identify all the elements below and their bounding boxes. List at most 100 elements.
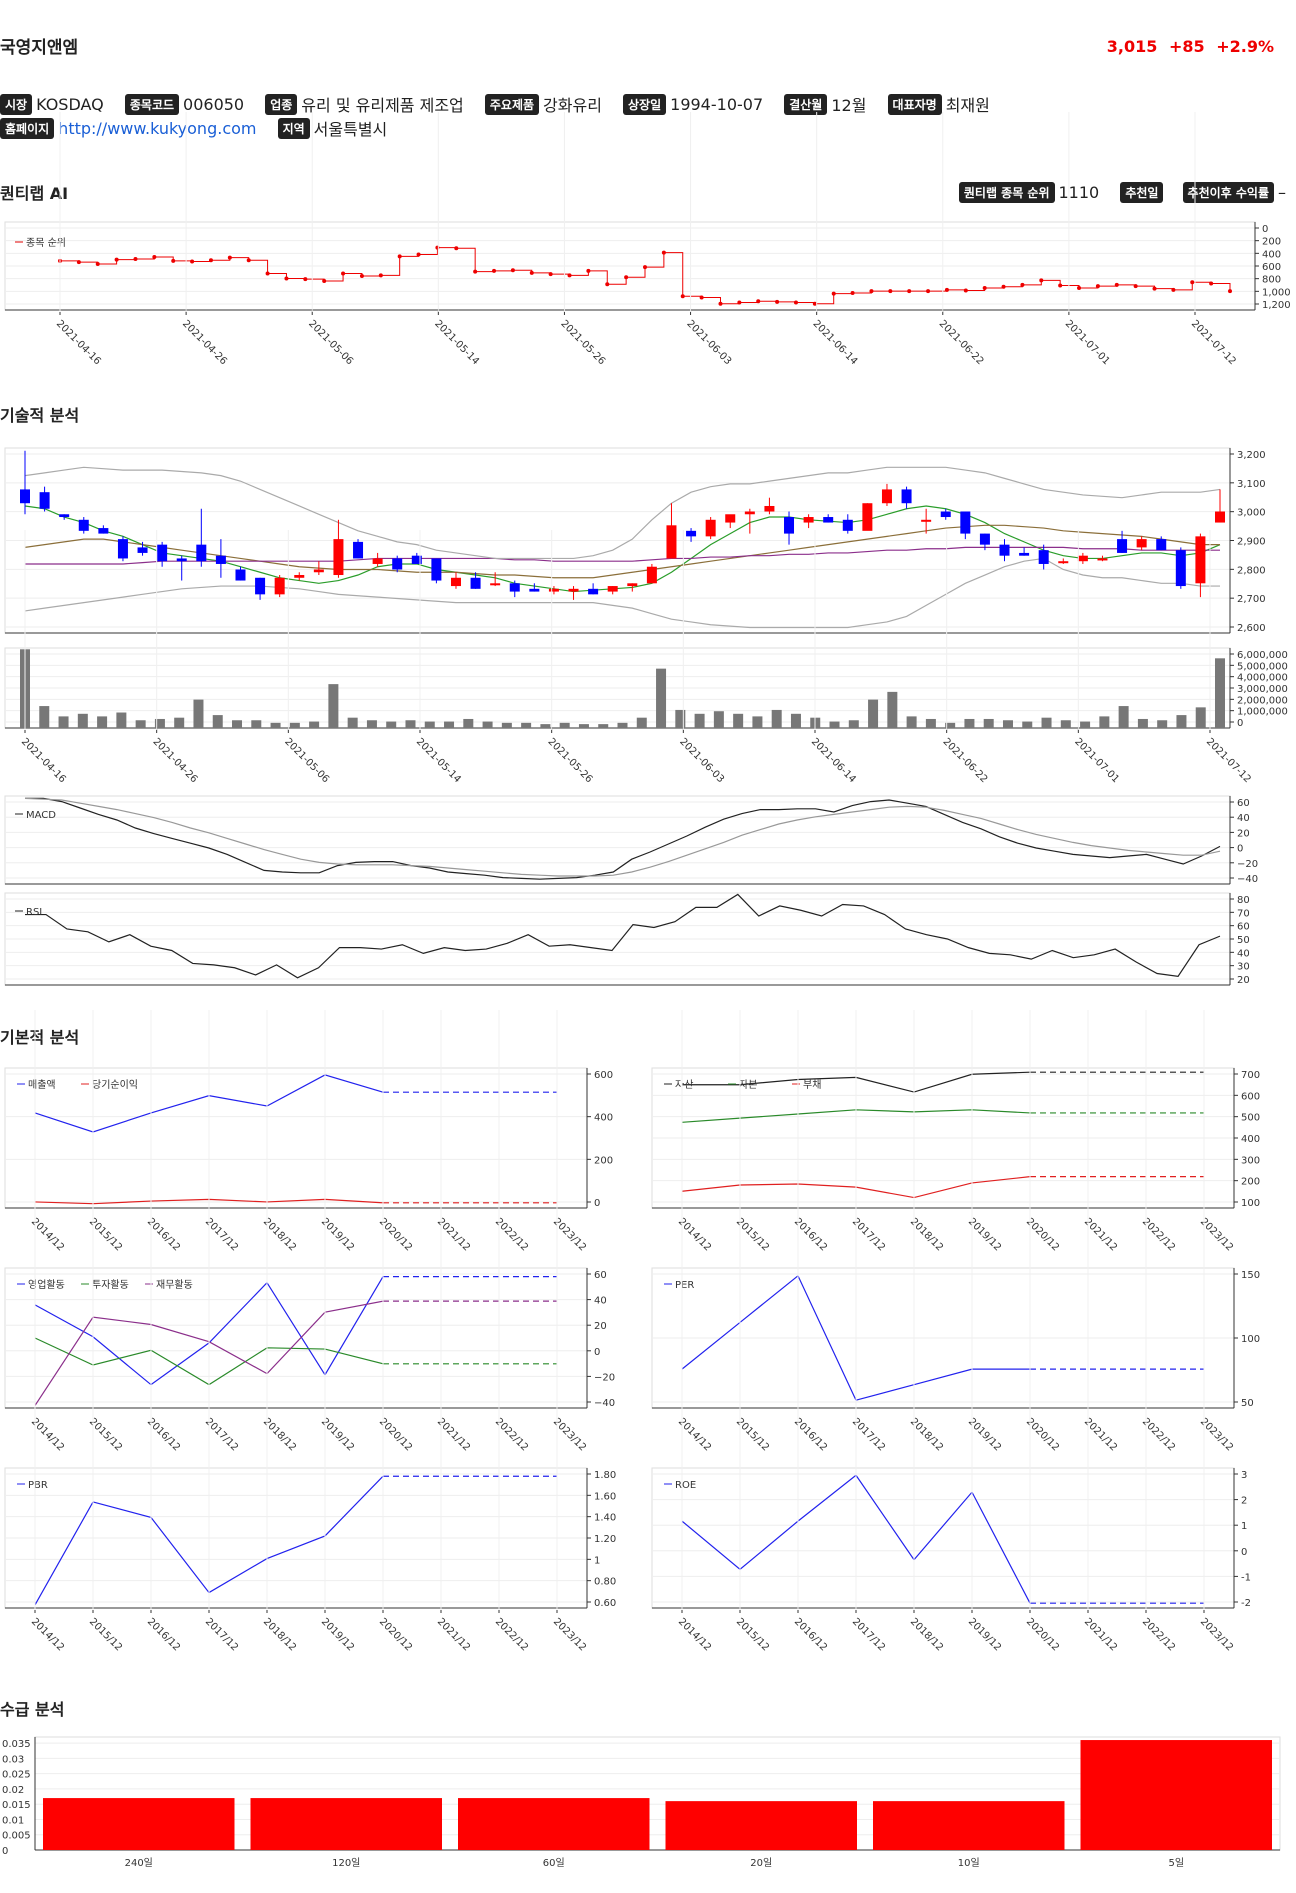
candle-body (1195, 536, 1206, 584)
x-tick-label: 2023/12 (551, 1216, 588, 1253)
candle-body (1019, 552, 1030, 556)
x-tick-label: 2021-06-14 (811, 318, 860, 367)
homepage-link[interactable]: http://www.kukyong.com (58, 118, 257, 138)
x-tick-label: 2014/12 (676, 1616, 713, 1653)
x-tick-label: 240일 (125, 1857, 153, 1869)
candle-body (176, 558, 187, 562)
y-tick-label: 1,200 (1262, 300, 1291, 311)
x-tick-label: 2015/12 (87, 1416, 124, 1453)
y-tick-label: 30 (1237, 962, 1250, 973)
section-supply-title: 수급 분석 (0, 1700, 65, 1719)
x-tick-label: 2019/12 (319, 1216, 356, 1253)
volume-bar (366, 720, 377, 728)
product-value: 강화유리 (543, 96, 602, 115)
volume-bar (116, 712, 127, 728)
candle-body (842, 519, 853, 531)
legend-label: ROE (675, 1480, 696, 1491)
volume-bar (39, 706, 50, 728)
roe-chart: 3 2 1 0 -1 -2 ROE 2014/12 2015/12 2016/12 2017/12 2… (651, 1410, 1251, 1653)
y-tick-label: 60 (1237, 798, 1250, 809)
y-tick-label: -2 (1241, 1598, 1251, 1609)
volume-bar (733, 713, 744, 728)
region-label: 지역 (277, 117, 310, 139)
y-tick-label: 400 (1262, 249, 1281, 260)
x-tick-label: 2022/12 (1140, 1216, 1177, 1253)
y-tick-label: 0.035 (2, 1739, 31, 1750)
x-tick-label: 2021-07-12 (1204, 736, 1253, 785)
x-tick-label: 2023/12 (1198, 1616, 1235, 1653)
plot-area (4, 795, 1231, 885)
y-tick-label: 0 (1241, 1547, 1247, 1558)
candle-body (784, 517, 795, 534)
x-tick-label: 2016/12 (145, 1416, 182, 1453)
y-tick-label: 0.015 (2, 1800, 31, 1811)
volume-bar (848, 720, 859, 728)
supply-bar (43, 1798, 235, 1850)
candle-body (881, 489, 892, 504)
y-tick-label: 0.03 (2, 1754, 24, 1765)
volume-bar (1176, 715, 1187, 728)
x-tick-label: 2014/12 (676, 1216, 713, 1253)
candle-body (137, 547, 148, 553)
volume-chart: 6,000,0005,000,0004,000,0003,000,0002,00… (4, 530, 1288, 785)
x-tick-label: 2021/12 (435, 1216, 472, 1253)
volume-bar (270, 722, 281, 728)
volume-bar (77, 713, 88, 728)
legend-label: 재무활동 (156, 1278, 193, 1291)
x-tick-label: 2018/12 (908, 1416, 945, 1453)
candle-body (686, 530, 697, 537)
supply-chart: 0.035 0.03 0.025 0.02 0.015 0.01 0.005 0 240일 120… (2, 1736, 1281, 1869)
candle-body (157, 544, 168, 562)
x-tick-label: 2020/12 (377, 1416, 414, 1453)
candle-body (960, 511, 971, 534)
company-name: 국영지앤엠 (0, 38, 79, 58)
candle-body (98, 528, 109, 534)
volume-bar (675, 709, 686, 728)
candle-body (627, 583, 638, 587)
volume-bar (463, 718, 474, 728)
candle-body (1097, 558, 1108, 561)
candle-body (1136, 539, 1147, 548)
y-tick-label: 0 (594, 1198, 600, 1209)
volume-bar (598, 724, 609, 728)
homepage-label: 홈페이지 (0, 117, 55, 139)
y-tick-label: 1.80 (594, 1470, 616, 1481)
fiscal-label: 결산월 (784, 93, 828, 115)
volume-bar (694, 713, 705, 728)
y-tick-label: 0 (1237, 718, 1243, 729)
y-tick-label: 700 (1241, 1070, 1260, 1081)
candle-body (1058, 561, 1069, 564)
sales-chart: 600 400 200 0 매출액 당기순이익 2014/12 2015/12 2016/12 2… (4, 1010, 613, 1253)
candle-body (372, 558, 383, 564)
x-tick-label: 2019/12 (966, 1416, 1003, 1453)
y-tick-label: 3,000 (1237, 508, 1266, 519)
x-tick-label: 2022/12 (1140, 1616, 1177, 1653)
y-tick-label: −20 (594, 1372, 615, 1383)
x-tick-label: 2023/12 (551, 1616, 588, 1653)
return-label: 추천이후 수익률 (1182, 182, 1274, 203)
price-change: +85 (1168, 37, 1205, 56)
volume-bar (1022, 721, 1033, 728)
y-tick-label: 2,800 (1237, 565, 1266, 576)
rank-line (60, 247, 1231, 305)
supply-bar (665, 1801, 857, 1850)
candle-body (450, 577, 461, 587)
x-tick-label: 2016/12 (145, 1216, 182, 1253)
y-tick-label: 400 (1241, 1134, 1260, 1145)
legend-label: 매출액 (28, 1079, 56, 1091)
x-tick-label: 2015/12 (734, 1616, 771, 1653)
product-label: 주요제품 (484, 93, 540, 115)
volume-bar (752, 716, 763, 728)
volume-bar (578, 724, 589, 728)
x-tick-label: 2015/12 (87, 1216, 124, 1253)
y-tick-label: 1,000,000 (1237, 707, 1288, 718)
legend-label: 자산 (675, 1079, 693, 1091)
volume-bar (1215, 658, 1225, 728)
y-tick-label: 100 (1241, 1334, 1260, 1345)
x-tick-label: 2021/12 (435, 1616, 472, 1653)
volume-bar (1195, 707, 1206, 728)
y-tick-label: 400 (594, 1113, 613, 1124)
x-tick-label: 2023/12 (551, 1416, 588, 1453)
x-tick-label: 2021/12 (1082, 1616, 1119, 1653)
